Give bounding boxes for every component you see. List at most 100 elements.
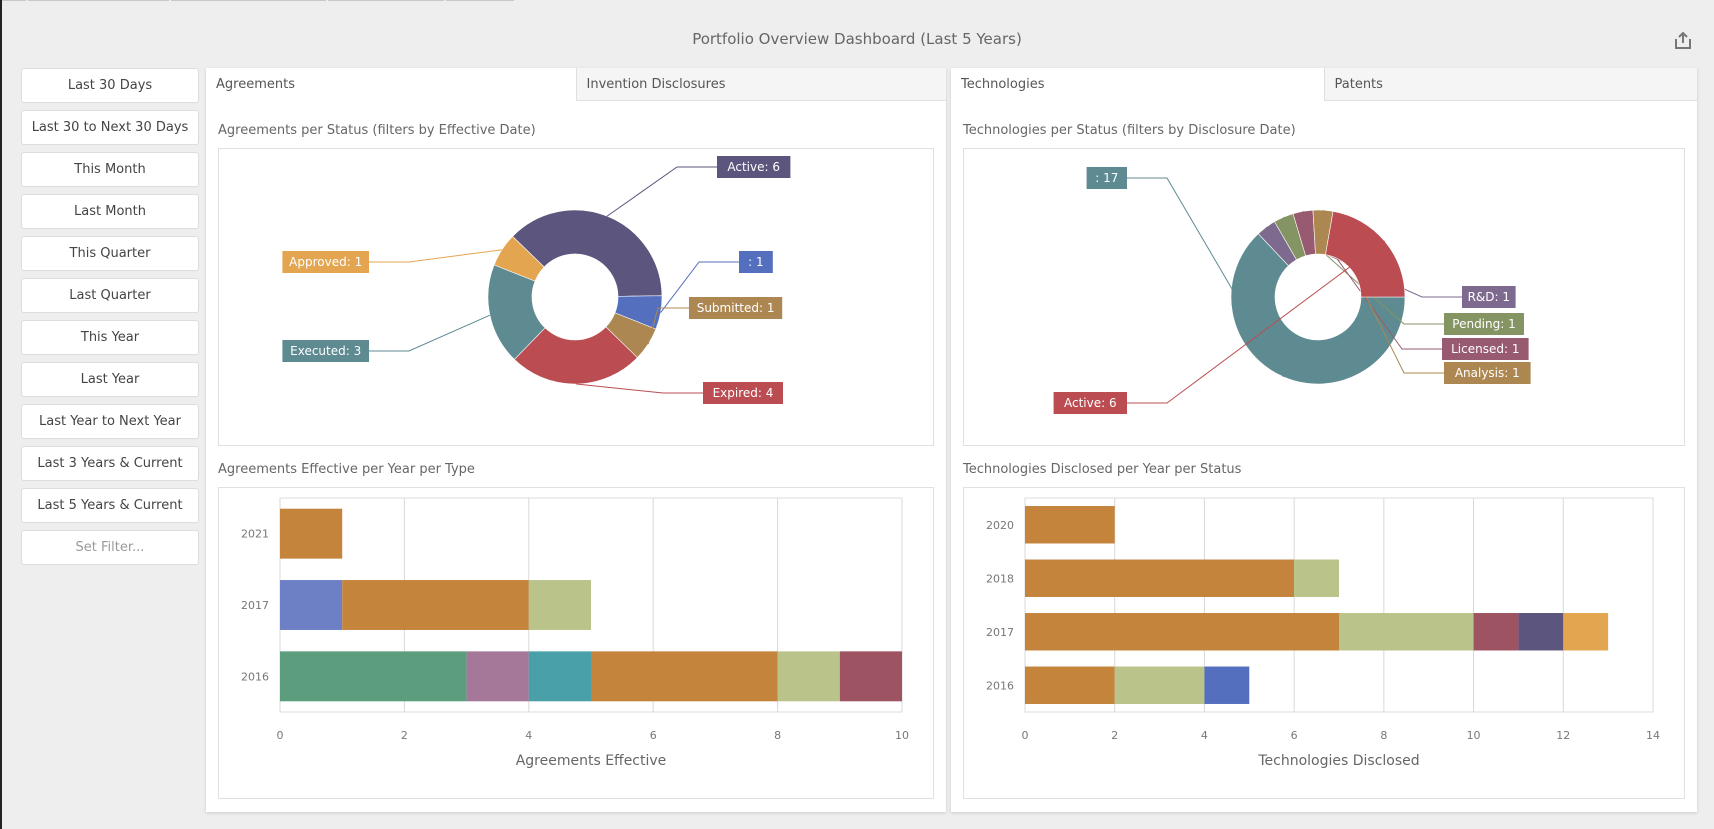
bar-segment[interactable] xyxy=(777,651,840,702)
filter-last-5-years[interactable]: Last 5 Years & Current xyxy=(21,488,199,523)
x-tick-label: 6 xyxy=(1291,729,1298,742)
pie-data-label: Active: 6 xyxy=(727,160,780,174)
page-title: Portfolio Overview Dashboard (Last 5 Yea… xyxy=(692,30,1022,48)
y-tick-label: 2021 xyxy=(241,528,269,541)
filter-this-year[interactable]: This Year xyxy=(21,320,199,355)
tab-agreements[interactable]: Agreements xyxy=(206,68,576,101)
pie-data-label: : 17 xyxy=(1095,171,1118,185)
bar-segment[interactable] xyxy=(280,651,467,702)
pie-data-label-bg xyxy=(689,297,783,319)
y-tick-label: 2017 xyxy=(986,626,1014,639)
bar-segment[interactable] xyxy=(1339,613,1474,651)
bar-segment[interactable] xyxy=(280,580,343,630)
tab-invention-disclosures[interactable]: Invention Disclosures xyxy=(575,68,946,101)
pie-data-label: : 1 xyxy=(748,255,764,269)
pie-data-label: R&D: 1 xyxy=(1468,290,1510,304)
bar-segment[interactable] xyxy=(528,580,591,630)
technologies-tabs: Technologies Patents xyxy=(951,68,1697,101)
pie-slice[interactable] xyxy=(1230,233,1406,385)
technologies-pie-svg: : 17 R&D: 1 Pending: 1 Licensed: 1 Analysis:… xyxy=(1053,167,1531,414)
bar-segment[interactable] xyxy=(1563,613,1609,651)
y-tick-label: 2017 xyxy=(241,599,269,612)
y-tick-label: 2016 xyxy=(986,679,1014,692)
x-tick-label: 10 xyxy=(1467,729,1481,742)
pie-slice[interactable] xyxy=(513,326,638,385)
filter-last-3-years[interactable]: Last 3 Years & Current xyxy=(21,446,199,481)
technologies-bar-svg: 0 2 4 6 8 10 12 14 2020 2018 2017 2016 Technologies … xyxy=(986,497,1660,769)
pie-data-label: Pending: 1 xyxy=(1452,317,1515,331)
agreements-panel: Agreements Invention Disclosures Agreeme… xyxy=(206,68,946,812)
pie-data-label-bg xyxy=(1462,286,1516,308)
pie-leader-line xyxy=(369,249,503,263)
bar-segment[interactable] xyxy=(591,651,778,702)
bar-segment[interactable] xyxy=(342,580,529,630)
pie-leader-line xyxy=(660,261,739,314)
set-filter-button[interactable]: Set Filter... xyxy=(21,530,199,565)
x-axis-label: Agreements Effective xyxy=(516,753,667,769)
agreements-pie-svg: Active: 6: 1 Submitted: 1 Expired: 4 Execut… xyxy=(282,156,791,404)
technologies-bar-chart: 0 2 4 6 8 10 12 14 2020 2018 2017 2016 Technologies … xyxy=(963,487,1685,799)
filter-last-year[interactable]: Last Year xyxy=(21,362,199,397)
bar-segment[interactable] xyxy=(1473,613,1519,651)
bar-segment[interactable] xyxy=(1025,666,1115,704)
technologies-panel: Technologies Patents Technologies per St… xyxy=(951,68,1697,812)
agreements-bar-title: Agreements Effective per Year per Type xyxy=(218,462,475,477)
bar-segment[interactable] xyxy=(1025,506,1115,544)
bar-segment[interactable] xyxy=(1025,613,1339,651)
filter-last-quarter[interactable]: Last Quarter xyxy=(21,278,199,313)
bar-segment[interactable] xyxy=(466,651,529,702)
technologies-pie-title: Technologies per Status (filters by Disc… xyxy=(963,123,1296,138)
agreements-tabs: Agreements Invention Disclosures xyxy=(206,68,946,101)
filter-last-year-to-next-year[interactable]: Last Year to Next Year xyxy=(21,404,199,439)
pie-leader-line xyxy=(576,383,703,394)
top-tab-strip xyxy=(2,0,514,1)
x-tick-label: 14 xyxy=(1646,729,1660,742)
y-tick-label: 2018 xyxy=(986,572,1014,585)
x-tick-label: 2 xyxy=(401,729,408,742)
pie-data-label: Approved: 1 xyxy=(289,255,362,269)
y-tick-label: 2016 xyxy=(241,670,269,683)
pie-data-label: Executed: 3 xyxy=(290,344,361,358)
filter-this-quarter[interactable]: This Quarter xyxy=(21,236,199,271)
tab-patents[interactable]: Patents xyxy=(1323,68,1697,101)
bar-segment[interactable] xyxy=(528,651,591,702)
technologies-bar-title: Technologies Disclosed per Year per Stat… xyxy=(963,462,1242,477)
pie-leader-line xyxy=(606,166,717,217)
share-export-icon[interactable] xyxy=(1672,30,1694,52)
filter-this-month[interactable]: This Month xyxy=(21,152,199,187)
pie-data-label: Licensed: 1 xyxy=(1451,342,1519,356)
bar-segment[interactable] xyxy=(1025,559,1295,597)
x-tick-label: 8 xyxy=(774,729,781,742)
x-tick-label: 0 xyxy=(1022,729,1029,742)
pie-data-label-bg xyxy=(703,382,783,404)
filter-last-30-days[interactable]: Last 30 Days xyxy=(21,68,199,103)
bar-segment[interactable] xyxy=(1114,666,1205,704)
agreements-pie-title: Agreements per Status (filters by Effect… xyxy=(218,123,536,138)
pie-slice[interactable] xyxy=(1325,210,1406,298)
x-tick-label: 6 xyxy=(650,729,657,742)
x-tick-label: 8 xyxy=(1380,729,1387,742)
pie-leader-line xyxy=(369,314,491,352)
bar-segment[interactable] xyxy=(1518,613,1564,651)
agreements-bar-chart: 0 2 4 6 8 10 2021 2017 2016 Agreements Effective xyxy=(218,487,934,799)
bar-segment[interactable] xyxy=(839,651,902,702)
pie-data-label-bg xyxy=(282,340,369,362)
filter-last-month[interactable]: Last Month xyxy=(21,194,199,229)
pie-data-label-bg xyxy=(739,251,773,273)
pie-leader-line xyxy=(1127,240,1385,404)
window-edge xyxy=(0,0,2,829)
filter-last-30-to-next-30-days[interactable]: Last 30 to Next 30 Days xyxy=(21,110,199,145)
date-filter-list: Last 30 Days Last 30 to Next 30 Days Thi… xyxy=(21,68,199,572)
pie-data-label-bg xyxy=(1086,167,1127,189)
x-tick-label: 0 xyxy=(277,729,284,742)
tab-technologies[interactable]: Technologies xyxy=(951,68,1324,101)
pie-slice[interactable] xyxy=(512,209,663,297)
bar-segment[interactable] xyxy=(1204,666,1250,704)
bar-segment[interactable] xyxy=(280,508,343,559)
pie-slice[interactable] xyxy=(493,235,545,282)
pie-data-label: Analysis: 1 xyxy=(1455,366,1520,380)
bar-segment[interactable] xyxy=(1294,559,1339,597)
pie-data-label: Expired: 4 xyxy=(713,386,774,400)
x-tick-label: 2 xyxy=(1111,729,1118,742)
pie-data-label-bg xyxy=(1444,362,1531,384)
